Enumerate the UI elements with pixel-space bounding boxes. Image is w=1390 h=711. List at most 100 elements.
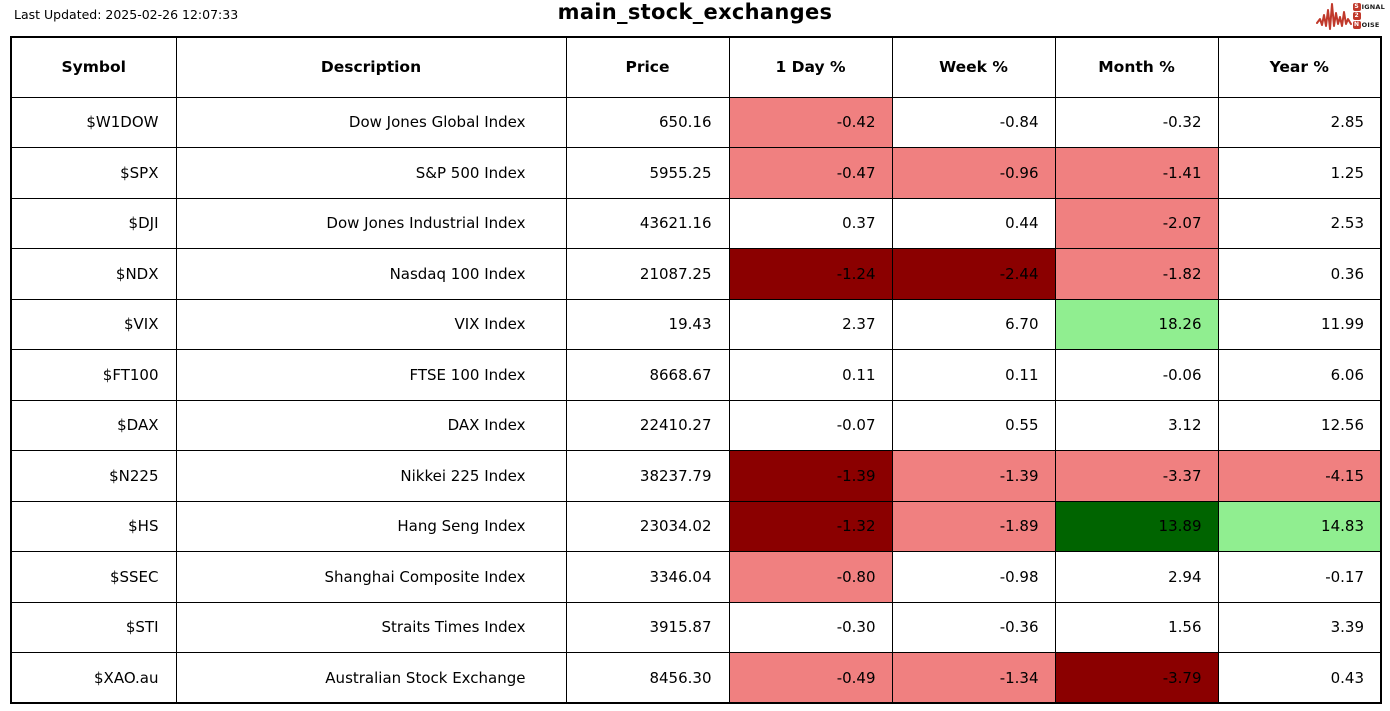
signal2noise-logo: S IGNAL 2 N OISE bbox=[1315, 2, 1385, 30]
logo-word: 2 bbox=[1352, 12, 1385, 20]
description-cell: Shanghai Composite Index bbox=[175, 551, 567, 603]
month-cell: 18.26 bbox=[1054, 298, 1219, 350]
day-cell: -1.39 bbox=[728, 450, 893, 502]
symbol-cell: $HS bbox=[10, 500, 177, 552]
month-cell: 3.12 bbox=[1054, 399, 1219, 451]
symbol-cell: $NDX bbox=[10, 248, 177, 300]
year-cell: 2.53 bbox=[1217, 197, 1382, 249]
description-cell: Dow Jones Industrial Index bbox=[175, 197, 567, 249]
description-cell: Nikkei 225 Index bbox=[175, 450, 567, 502]
day-cell: -1.32 bbox=[728, 500, 893, 552]
table-row: $FT100 FTSE 100 Index 8668.67 0.11 0.11 -0.06… bbox=[10, 349, 1382, 401]
year-cell: 1.25 bbox=[1217, 147, 1382, 199]
column-header-row: Symbol Description Price 1 Day % Week % Month… bbox=[10, 36, 1382, 98]
symbol-cell: $W1DOW bbox=[10, 96, 177, 148]
symbol-cell: $XAO.au bbox=[10, 652, 177, 704]
symbol-cell: $VIX bbox=[10, 298, 177, 350]
table-row: $N225 Nikkei 225 Index 38237.79 -1.39 -1.39-… bbox=[10, 450, 1382, 502]
month-cell: -1.41 bbox=[1054, 147, 1219, 199]
logo-word-rest: OISE bbox=[1361, 21, 1380, 29]
symbol-cell: $FT100 bbox=[10, 349, 177, 401]
symbol-cell: $DAX bbox=[10, 399, 177, 451]
month-cell: -3.79 bbox=[1054, 652, 1219, 704]
description-cell: S&P 500 Index bbox=[175, 147, 567, 199]
price-cell: 8456.30 bbox=[565, 652, 730, 704]
table-row: $VIX VIX Index 19.43 2.37 6.70 18.26 11.99 bbox=[10, 298, 1382, 350]
week-cell: -0.84 bbox=[891, 96, 1056, 148]
year-cell: 0.43 bbox=[1217, 652, 1382, 704]
year-cell: 3.39 bbox=[1217, 601, 1382, 653]
day-cell: -0.49 bbox=[728, 652, 893, 704]
last-updated-label: Last Updated: 2025-02-26 12:07:33 bbox=[14, 7, 239, 22]
table-body: $W1DOW Dow Jones Global Index 650.16 -0.42-… bbox=[10, 96, 1382, 704]
week-cell: -1.34 bbox=[891, 652, 1056, 704]
waveform-icon bbox=[1315, 3, 1352, 30]
week-cell: 6.70 bbox=[891, 298, 1056, 350]
price-cell: 21087.25 bbox=[565, 248, 730, 300]
table-row: $DAX DAX Index 22410.27 -0.07 0.55 3.12 12.56 bbox=[10, 399, 1382, 451]
column-header-description: Description bbox=[175, 36, 567, 98]
month-cell: -1.82 bbox=[1054, 248, 1219, 300]
week-cell: 0.44 bbox=[891, 197, 1056, 249]
table-row: $STI Straits Times Index 3915.87 -0.30 -0.36… bbox=[10, 601, 1382, 653]
logo-badge: 2 bbox=[1352, 12, 1361, 20]
price-cell: 23034.02 bbox=[565, 500, 730, 552]
month-cell: -3.37 bbox=[1054, 450, 1219, 502]
column-header-day: 1 Day % bbox=[728, 36, 893, 98]
symbol-cell: $DJI bbox=[10, 197, 177, 249]
symbol-cell: $SSEC bbox=[10, 551, 177, 603]
logo-words: S IGNAL 2 N OISE bbox=[1352, 3, 1385, 29]
column-header-week: Week % bbox=[891, 36, 1056, 98]
month-cell: -2.07 bbox=[1054, 197, 1219, 249]
month-cell: 1.56 bbox=[1054, 601, 1219, 653]
logo-word: N OISE bbox=[1352, 21, 1385, 29]
description-cell: Nasdaq 100 Index bbox=[175, 248, 567, 300]
month-cell: 13.89 bbox=[1054, 500, 1219, 552]
symbol-cell: $SPX bbox=[10, 147, 177, 199]
year-cell: 14.83 bbox=[1217, 500, 1382, 552]
table-row: $NDX Nasdaq 100 Index 21087.25 -1.24 -2.44 -1… bbox=[10, 248, 1382, 300]
week-cell: 0.55 bbox=[891, 399, 1056, 451]
day-cell: 2.37 bbox=[728, 298, 893, 350]
table-row: $W1DOW Dow Jones Global Index 650.16 -0.42-… bbox=[10, 96, 1382, 148]
day-cell: -0.30 bbox=[728, 601, 893, 653]
day-cell: -0.47 bbox=[728, 147, 893, 199]
column-header-year: Year % bbox=[1217, 36, 1382, 98]
description-cell: FTSE 100 Index bbox=[175, 349, 567, 401]
year-cell: -4.15 bbox=[1217, 450, 1382, 502]
week-cell: -0.36 bbox=[891, 601, 1056, 653]
description-cell: DAX Index bbox=[175, 399, 567, 451]
year-cell: 11.99 bbox=[1217, 298, 1382, 350]
day-cell: -0.07 bbox=[728, 399, 893, 451]
table-row: $SSEC Shanghai Composite Index 3346.04 -0.8… bbox=[10, 551, 1382, 603]
column-header-price: Price bbox=[565, 36, 730, 98]
table-row: $DJI Dow Jones Industrial Index 43621.16 0.… bbox=[10, 197, 1382, 249]
day-cell: -1.24 bbox=[728, 248, 893, 300]
stock-table: Symbol Description Price 1 Day % Week % Month… bbox=[10, 36, 1382, 704]
year-cell: 12.56 bbox=[1217, 399, 1382, 451]
description-cell: Hang Seng Index bbox=[175, 500, 567, 552]
day-cell: -0.42 bbox=[728, 96, 893, 148]
price-cell: 650.16 bbox=[565, 96, 730, 148]
price-cell: 19.43 bbox=[565, 298, 730, 350]
column-header-month: Month % bbox=[1054, 36, 1219, 98]
description-cell: Straits Times Index bbox=[175, 601, 567, 653]
table-row: $SPX S&P 500 Index 5955.25 -0.47 -0.96 -1.41 1… bbox=[10, 147, 1382, 199]
price-cell: 22410.27 bbox=[565, 399, 730, 451]
logo-badge: S bbox=[1352, 3, 1361, 11]
day-cell: -0.80 bbox=[728, 551, 893, 603]
page-title: main_stock_exchanges bbox=[557, 0, 833, 24]
month-cell: 2.94 bbox=[1054, 551, 1219, 603]
month-cell: -0.06 bbox=[1054, 349, 1219, 401]
week-cell: -0.96 bbox=[891, 147, 1056, 199]
day-cell: 0.37 bbox=[728, 197, 893, 249]
logo-badge: N bbox=[1352, 21, 1361, 29]
week-cell: -1.39 bbox=[891, 450, 1056, 502]
price-cell: 5955.25 bbox=[565, 147, 730, 199]
price-cell: 8668.67 bbox=[565, 349, 730, 401]
year-cell: 0.36 bbox=[1217, 248, 1382, 300]
symbol-cell: $N225 bbox=[10, 450, 177, 502]
description-cell: Dow Jones Global Index bbox=[175, 96, 567, 148]
year-cell: 2.85 bbox=[1217, 96, 1382, 148]
